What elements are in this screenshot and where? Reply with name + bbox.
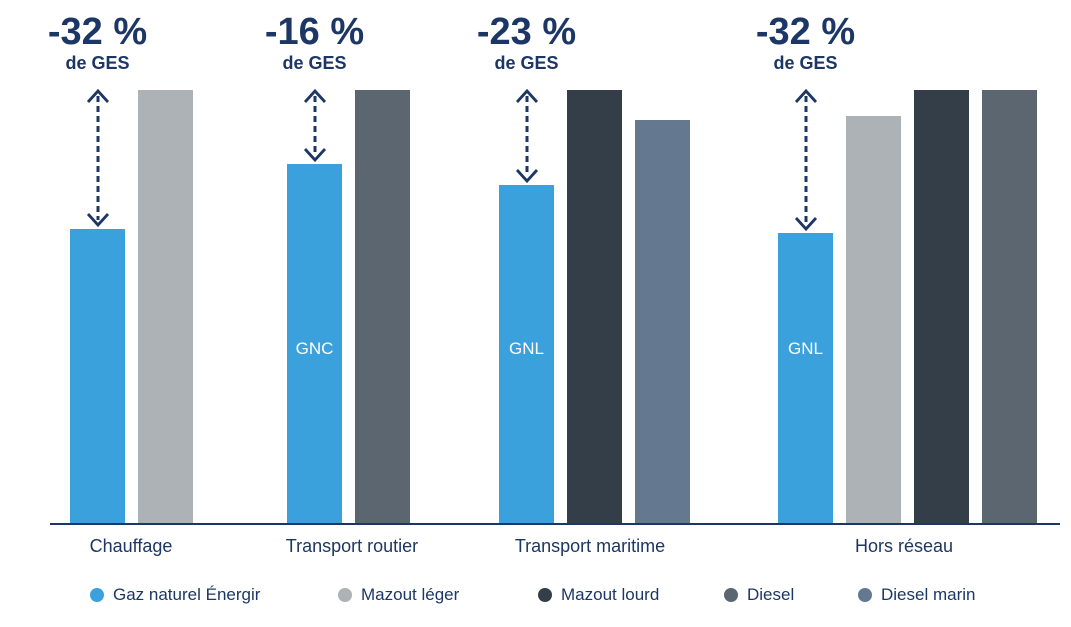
arrow-head-down [515, 169, 538, 184]
bar-fuel-tag: GNL [788, 339, 823, 358]
reduction-sublabel: de GES [494, 53, 559, 73]
bar-diesel-marin [635, 120, 690, 524]
bar-mazout-lourd [914, 90, 969, 524]
axis-category-label: Transport maritime [514, 536, 666, 556]
legend-item: Diesel marin [858, 585, 976, 604]
axis-category-label: Chauffage [89, 536, 173, 556]
legend-color-dot [338, 588, 352, 602]
legend-item: Diesel [724, 585, 795, 604]
bar-gaz-naturel-nergir: GNL [778, 233, 833, 524]
reduction-sublabel: de GES [65, 53, 130, 73]
reduction-double-arrow-icon [515, 88, 538, 184]
legend-color-dot [538, 588, 552, 602]
reduction-sublabel: de GES [282, 53, 347, 73]
reduction-sublabel: de GES [773, 53, 838, 73]
bar-mazout-l-ger [138, 90, 193, 524]
reduction-percent-label: -32 % [47, 11, 148, 53]
reduction-double-arrow-icon [794, 88, 817, 232]
arrow-head-down [86, 213, 109, 228]
arrow-head-up [515, 88, 538, 103]
bar-gaz-naturel-nergir [70, 229, 125, 524]
bar-gaz-naturel-nergir: GNL [499, 185, 554, 524]
legend-item: Mazout léger [338, 585, 460, 604]
arrow-head-up [86, 88, 109, 103]
reduction-percent-label: -23 % [476, 11, 577, 53]
bar-mazout-lourd [567, 90, 622, 524]
axis-category-label: Transport routier [285, 536, 419, 556]
x-axis-baseline [50, 523, 1060, 525]
arrow-head-up [303, 88, 326, 103]
reduction-annotation: -23 % de GES [437, 12, 617, 73]
legend-item: Mazout lourd [538, 585, 660, 604]
arrow-head-down [794, 217, 817, 232]
arrow-head-up [794, 88, 817, 103]
reduction-annotation: -32 % de GES [716, 12, 896, 73]
bar-diesel [355, 90, 410, 524]
bar-fuel-tag: GNL [509, 339, 544, 358]
reduction-percent-label: -16 % [264, 11, 365, 53]
reduction-percent-label: -32 % [755, 11, 856, 53]
reduction-double-arrow-icon [303, 88, 326, 163]
legend-series-label: Gaz naturel Énergir [113, 585, 261, 604]
bar-fuel-tag: GNC [295, 339, 334, 358]
arrow-head-down [303, 148, 326, 163]
bar-diesel [982, 90, 1037, 524]
axis-category-label: Hors réseau [854, 536, 954, 556]
legend-series-label: Mazout lourd [561, 585, 660, 604]
reduction-annotation: -32 % de GES [8, 12, 188, 73]
legend-series-label: Mazout léger [361, 585, 460, 604]
legend-series-label: Diesel marin [881, 585, 976, 604]
bar-gaz-naturel-nergir: GNC [287, 164, 342, 524]
legend-color-dot [90, 588, 104, 602]
legend-item: Gaz naturel Énergir [90, 585, 261, 604]
reduction-double-arrow-icon [86, 88, 109, 228]
legend-series-label: Diesel [747, 585, 795, 604]
legend-color-dot [724, 588, 738, 602]
legend-color-dot [858, 588, 872, 602]
bar-mazout-l-ger [846, 116, 901, 524]
reduction-annotation: -16 % de GES [225, 12, 405, 73]
